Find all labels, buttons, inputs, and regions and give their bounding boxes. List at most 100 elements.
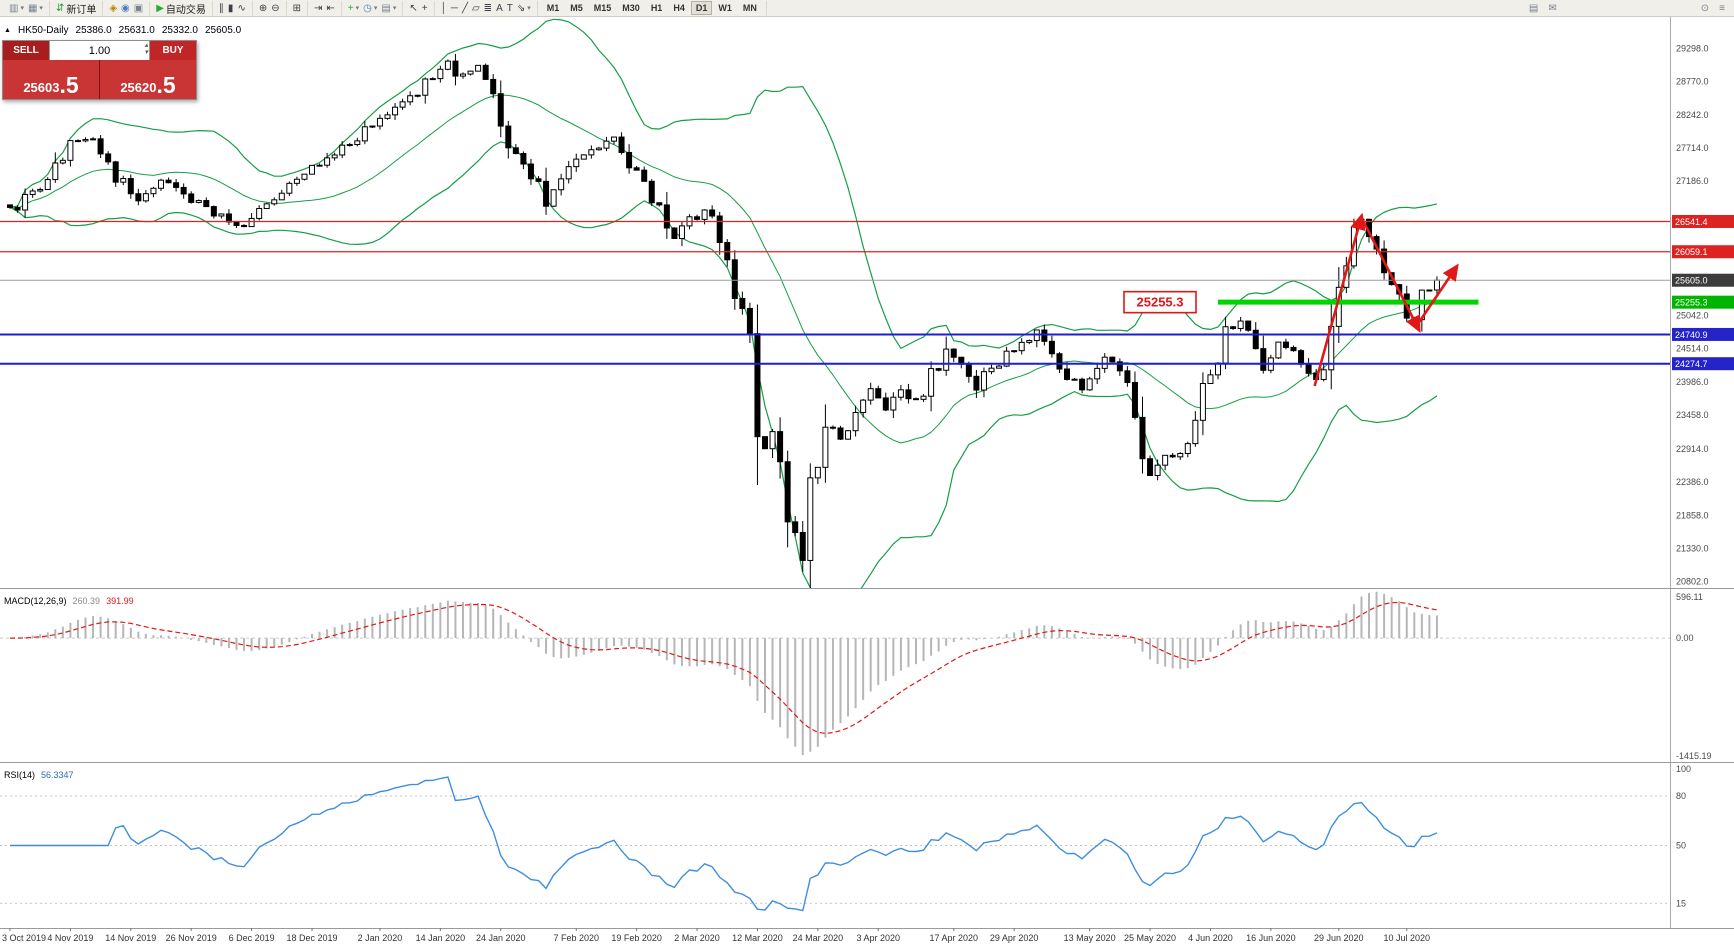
tile-windows-icon: ⊞ <box>292 2 301 14</box>
navigator-button[interactable]: ▣ <box>132 1 145 15</box>
toolbar-right-group: ▤ ✉ <box>1527 1 1699 15</box>
price-axis-label: 22914.0 <box>1676 444 1709 454</box>
fibonacci-button[interactable]: ≣ <box>482 1 494 15</box>
timeframe-mn[interactable]: MN <box>742 3 757 13</box>
timeframe-d1[interactable]: D1 <box>690 1 713 15</box>
zoom-out-button[interactable]: ⊖ <box>269 1 281 15</box>
buy-price[interactable]: 25620.5 <box>100 60 196 99</box>
mailbox-button[interactable]: ✉ <box>1546 1 1558 15</box>
new-chart-icon: ▥ <box>9 2 19 14</box>
crosshair-button[interactable]: + <box>420 1 430 15</box>
chevron-down-icon: ▾ <box>39 5 43 12</box>
chart-shift-button[interactable]: ⇤ <box>324 1 336 15</box>
chart-shift-icon: ⇤ <box>326 2 335 14</box>
timeframe-m5[interactable]: M5 <box>570 3 583 13</box>
cursor-button[interactable]: ↖ <box>407 1 419 15</box>
trendline-button[interactable]: ╱ <box>460 1 470 15</box>
chevron-down-icon: ▾ <box>392 5 397 12</box>
date-axis-label: 16 Jun 2020 <box>1246 933 1296 943</box>
toolbar: ▥ ▾ ▦ ▾ ⇵ 新订单 ◈ ◉ ▣ ▶ 自动交易 ∥ ▮ ∿ ⊕ ⊖ ⊞ ⇥ ⇤ + ▾ ◷ ▾ ▤ ▾ ↖ + │ ─ ╱ ▱ ≣ A T ⇘… <box>0 0 1734 17</box>
ohlc-high: 25631.0 <box>118 25 155 36</box>
price-callout[interactable]: 25255.3 <box>1123 290 1197 314</box>
timeframe-m30[interactable]: M30 <box>622 3 640 13</box>
bar-chart-button[interactable]: ∥ <box>217 1 226 15</box>
date-axis-label: 29 Apr 2020 <box>990 933 1039 943</box>
current-price-line-tag <box>1672 273 1734 287</box>
search-button[interactable]: ⊙ <box>1699 1 1711 15</box>
svg-text:50: 50 <box>1676 841 1686 851</box>
volume-stepper[interactable]: ▴ ▾ <box>144 42 148 56</box>
timeframe-m15[interactable]: M15 <box>593 3 612 13</box>
support-line-1-tag <box>1672 327 1734 341</box>
market-watch-button[interactable]: ◈ <box>107 1 119 15</box>
data-window-button[interactable]: ◉ <box>119 1 132 15</box>
periods-button[interactable]: ◷ ▾ <box>361 1 379 15</box>
indicators-button[interactable]: + ▾ <box>346 1 361 15</box>
price-panel <box>0 18 1670 588</box>
toolbar-group: │ ─ ╱ ▱ ≣ A T ⇘ ▾ <box>435 0 538 16</box>
timeframe-w1[interactable]: W1 <box>718 3 732 13</box>
buy-price-main: 25620 <box>120 80 157 95</box>
bounce-arrow[interactable] <box>1414 263 1459 328</box>
toolbar-group: ▶ 自动交易 <box>150 0 213 16</box>
rsi-name: RSI(14) <box>4 770 36 780</box>
volume-input[interactable]: 1.00 ▴ ▾ <box>49 41 150 60</box>
options-icon: ≡ <box>1719 2 1725 14</box>
vertical-line-button[interactable]: │ <box>439 1 449 15</box>
options-button[interactable]: ≡ <box>1717 1 1727 15</box>
label-button[interactable]: T <box>505 1 515 15</box>
date-axis-label: 18 Dec 2019 <box>286 933 337 943</box>
timeframe-h1[interactable]: H1 <box>650 3 663 13</box>
price-axis[interactable]: 29298.0 28770.0 28242.0 27714.0 27186.0 25042… <box>1670 17 1734 928</box>
search-icon: ⊙ <box>1700 2 1710 14</box>
tile-windows-button[interactable]: ⊞ <box>291 1 303 15</box>
new-order-button[interactable]: ⇵ 新订单 <box>54 1 98 16</box>
symbol-marker-icon: ▲ <box>4 27 11 34</box>
auto-scroll-button[interactable]: ⇥ <box>312 1 324 15</box>
price-axis-label: 20802.0 <box>1676 577 1709 587</box>
navigator-icon: ▣ <box>133 2 144 14</box>
candlestick-chart-button[interactable]: ▮ <box>226 1 236 15</box>
channel-button[interactable]: ▱ <box>470 1 482 15</box>
chart-background[interactable] <box>0 17 1734 946</box>
timeframe-m1[interactable]: M1 <box>546 3 560 13</box>
timeframe-h4[interactable]: H4 <box>673 3 685 13</box>
new-chart-button[interactable]: ▥ ▾ <box>7 1 26 15</box>
volume-value: 1.00 <box>88 44 111 57</box>
macd-signal-value: 391.99 <box>106 596 134 606</box>
line-chart-button[interactable]: ∿ <box>235 1 247 15</box>
text-button[interactable]: A <box>494 1 505 15</box>
resistance-line-1-tag <box>1672 214 1734 228</box>
date-axis-label: 3 Oct 2019 <box>2 933 46 943</box>
svg-text:0.00: 0.00 <box>1676 633 1694 643</box>
chart-canvas[interactable]: 25255.3 29298.0 28770.0 28242.0 27714.0 27186… <box>0 17 1734 946</box>
zoom-in-button[interactable]: ⊕ <box>257 1 269 15</box>
crosshair-icon: + <box>421 2 428 14</box>
pullback-arrow[interactable] <box>1361 219 1421 333</box>
sell-price[interactable]: 25603.5 <box>3 60 100 99</box>
support-zone-line-tag <box>1672 295 1734 309</box>
spin-down-icon[interactable]: ▾ <box>144 49 148 56</box>
shapes-button[interactable]: ⇘ ▾ <box>515 1 533 15</box>
date-axis-label: 29 Jun 2020 <box>1314 933 1364 943</box>
svg-text:80: 80 <box>1676 791 1686 801</box>
date-axis-label: 7 Feb 2020 <box>553 933 599 943</box>
alerts-button[interactable]: ▤ <box>1527 1 1540 15</box>
toolbar-group: ⊞ <box>287 0 308 16</box>
toolbar-group: + ▾ ◷ ▾ ▤ ▾ <box>342 0 404 16</box>
sell-button[interactable]: SELL <box>3 41 49 60</box>
macd-main-value: 260.39 <box>72 596 101 606</box>
buy-button[interactable]: BUY <box>150 41 196 60</box>
rally-arrow[interactable] <box>1313 212 1366 387</box>
svg-text:596.11: 596.11 <box>1676 592 1703 602</box>
text-icon: A <box>496 2 503 14</box>
templates-button[interactable]: ▤ ▾ <box>379 1 398 15</box>
horizontal-line-icon: ─ <box>450 2 458 14</box>
label-icon: T <box>506 2 513 14</box>
chart-profiles-button[interactable]: ▦ ▾ <box>26 1 45 15</box>
chevron-down-icon: ▾ <box>355 5 360 12</box>
date-axis[interactable]: 3 Oct 2019 4 Nov 2019 14 Nov 2019 26 Nov 20… <box>2 928 1430 943</box>
spin-up-icon[interactable]: ▴ <box>144 42 148 49</box>
horizontal-line-button[interactable]: ─ <box>449 1 460 15</box>
auto-trading-button[interactable]: ▶ 自动交易 <box>154 1 208 16</box>
